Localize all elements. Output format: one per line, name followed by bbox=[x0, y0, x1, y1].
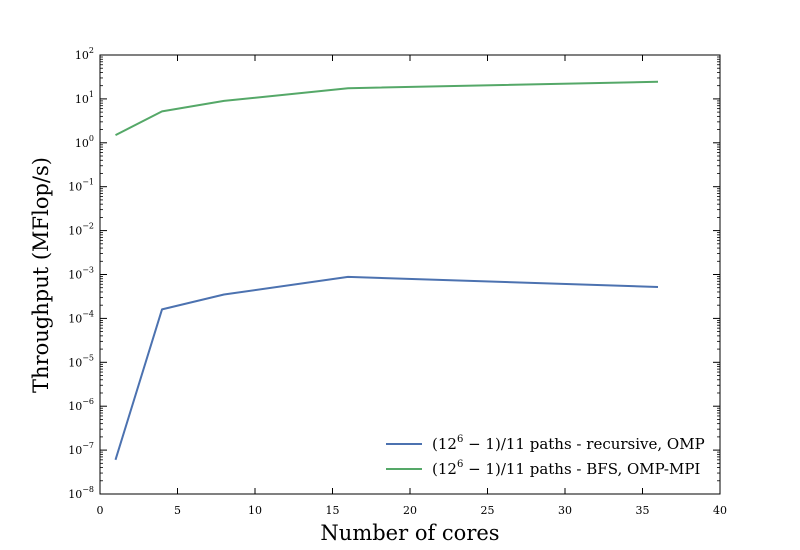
y-tick-label: 10−4 bbox=[68, 309, 94, 325]
y-axis-label: Throughput (MFlop/s) bbox=[29, 157, 53, 393]
x-tick-label: 10 bbox=[248, 504, 262, 517]
x-tick-label: 5 bbox=[174, 504, 181, 517]
series-lines bbox=[114, 80, 659, 461]
y-tick-label: 102 bbox=[75, 46, 94, 62]
legend-label-2: (126 − 1)/11 paths - BFS, OMP-MPI bbox=[432, 459, 700, 478]
y-tick-label: 100 bbox=[75, 134, 94, 150]
y-tick-label: 10−3 bbox=[68, 266, 94, 282]
y-tick-label: 10−7 bbox=[68, 441, 94, 457]
y-tick-label: 101 bbox=[75, 90, 94, 106]
y-tick-label: 10−8 bbox=[68, 485, 94, 501]
x-tick-label: 35 bbox=[636, 504, 650, 517]
x-tick-label: 15 bbox=[326, 504, 340, 517]
legend: (126 − 1)/11 paths - recursive, OMP (126 … bbox=[386, 434, 705, 478]
y-axis: 10−8 10−7 10−6 10−5 10−4 10−3 10−2 10−1 100 101 10… bbox=[68, 46, 720, 501]
x-tick-label: 30 bbox=[558, 504, 572, 517]
x-tick-label: 20 bbox=[403, 504, 417, 517]
plot-frame bbox=[99, 54, 721, 495]
x-axis-label: Number of cores bbox=[320, 521, 499, 545]
x-tick-label: 25 bbox=[481, 504, 495, 517]
x-tick-label: 0 bbox=[97, 504, 104, 517]
y-tick-label: 10−1 bbox=[68, 178, 94, 194]
x-axis: 0 5 10 15 20 25 30 35 40 bbox=[97, 55, 727, 517]
legend-label-1: (126 − 1)/11 paths - recursive, OMP bbox=[432, 434, 705, 453]
y-tick-label: 10−5 bbox=[68, 353, 94, 369]
series-line-2 bbox=[115, 80, 659, 136]
series-line-1 bbox=[114, 275, 659, 461]
x-tick-label: 40 bbox=[713, 504, 727, 517]
y-tick-label: 10−2 bbox=[68, 222, 94, 238]
y-tick-label: 10−6 bbox=[68, 397, 94, 413]
